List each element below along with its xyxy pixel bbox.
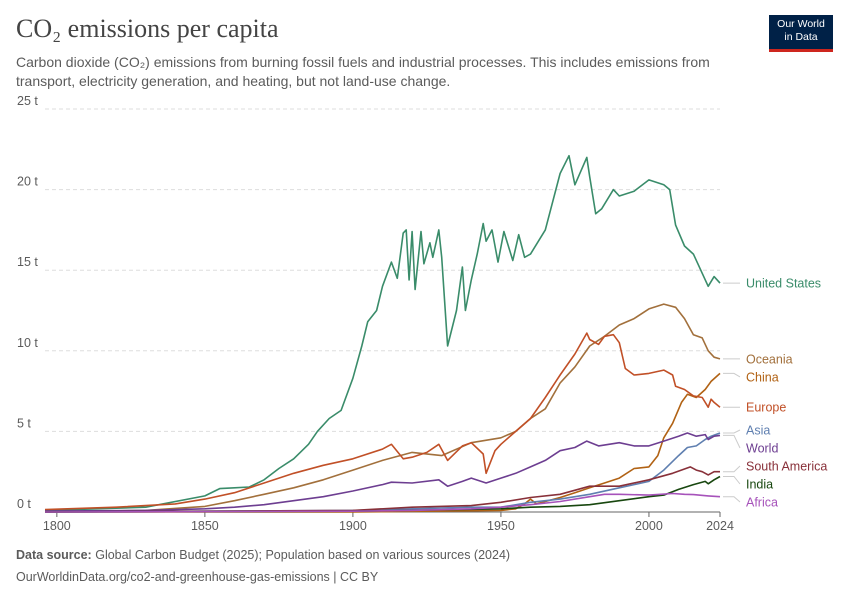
series-label-south-america: South America: [746, 460, 827, 474]
logo-line-1: Our World: [777, 18, 825, 30]
series-label-united-states: United States: [746, 277, 821, 291]
series-line-europe: [44, 332, 721, 511]
series-label-africa: Africa: [746, 496, 778, 510]
line-chart: 0 t 5 t 10 t 15 t 20 t 25 t 1800 1850 1900 1950 20…: [17, 94, 827, 533]
series-line-oceania: [44, 303, 721, 513]
series-line-world: [44, 432, 721, 512]
x-tick-label: 2000: [635, 519, 663, 533]
label-connector-africa: [723, 496, 741, 503]
y-tick-label: 20 t: [17, 175, 38, 189]
chart-title: CO₂ emissions per capita: [16, 14, 279, 43]
owid-logo[interactable]: Our World in Data: [769, 15, 833, 52]
series-line-africa: [44, 492, 721, 513]
label-connector-world: [723, 434, 741, 449]
label-connector-asia: [723, 429, 741, 434]
x-tick-label: 1900: [339, 519, 367, 533]
x-tick-label: 1800: [43, 519, 71, 533]
series-line-india: [44, 475, 721, 513]
label-connector-india: [723, 476, 741, 485]
series-label-china: China: [746, 370, 779, 384]
series-label-india: India: [746, 478, 773, 492]
data-source: Data source: Global Carbon Budget (2025)…: [16, 548, 510, 562]
y-tick-label: 15 t: [17, 255, 38, 269]
y-tick-label: 5 t: [17, 416, 31, 430]
y-tick-label: 25 t: [17, 94, 38, 108]
y-tick-label: 0 t: [17, 497, 31, 511]
series-line-united-states: [44, 154, 721, 512]
y-tick-label: 10 t: [17, 336, 38, 350]
x-tick-label: 1950: [487, 519, 515, 533]
source-url[interactable]: OurWorldinData.org/co2-and-greenhouse-ga…: [16, 570, 379, 584]
series-label-world: World: [746, 442, 778, 456]
label-connector-china: [723, 372, 741, 378]
chart-subtitle: Carbon dioxide (CO₂) emissions from burn…: [16, 54, 710, 89]
series-line-asia: [44, 432, 721, 513]
series-label-europe: Europe: [746, 401, 786, 415]
x-tick-label: 2024: [706, 519, 734, 533]
data-source-label: Data source:: [16, 548, 92, 562]
label-connector-south-america: [723, 465, 741, 473]
x-tick-label: 1850: [191, 519, 219, 533]
series-line-south-america: [44, 466, 720, 513]
series-label-asia: Asia: [746, 424, 770, 438]
series-label-oceania: Oceania: [746, 352, 793, 366]
logo-line-2: in Data: [784, 31, 818, 43]
data-source-text: Global Carbon Budget (2025); Population …: [95, 548, 511, 562]
